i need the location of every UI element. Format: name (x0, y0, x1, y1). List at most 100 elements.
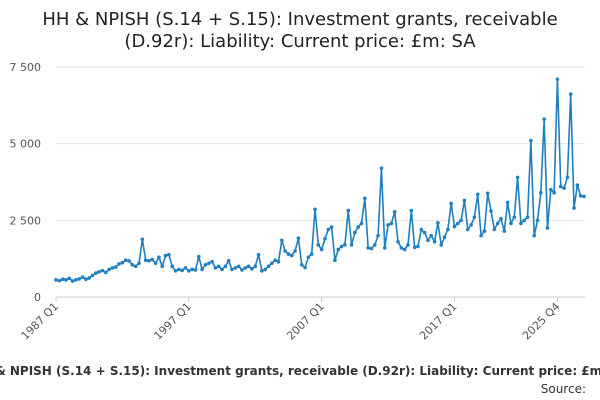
data-point-71 (289, 253, 294, 258)
data-point-13 (97, 270, 101, 274)
data-point-150 (552, 190, 556, 195)
y-tick-label-0: 0 (34, 291, 41, 304)
data-point-7 (77, 277, 82, 281)
data-point-38 (180, 268, 184, 273)
data-point-137 (509, 221, 513, 226)
data-point-6 (74, 278, 78, 282)
y-axis-ticks: 0 2 500 5 000 7 500 (10, 61, 42, 304)
data-point-26 (140, 237, 145, 242)
data-point-118 (446, 227, 450, 232)
data-point-56 (240, 268, 244, 272)
data-point-51 (223, 264, 228, 269)
data-point-93 (363, 196, 367, 201)
data-point-100 (386, 223, 390, 227)
data-point-155 (568, 92, 573, 96)
x-tick-label-3: 2017 Q1 (417, 300, 460, 343)
data-point-29 (150, 257, 155, 262)
data-point-132 (492, 227, 497, 232)
data-point-1 (57, 278, 62, 283)
data-point-101 (389, 221, 394, 226)
data-point-95 (369, 246, 374, 251)
data-point-72 (293, 249, 297, 253)
data-point-78 (313, 207, 317, 212)
data-point-74 (299, 263, 304, 267)
data-point-146 (539, 190, 543, 195)
data-point-121 (456, 221, 460, 226)
data-point-133 (495, 221, 500, 226)
data-point-94 (366, 246, 370, 250)
data-point-42 (193, 268, 198, 272)
data-point-47 (210, 259, 214, 264)
chart-title-line-2: (D.92r): Liability: Current price: £m: S… (124, 31, 476, 52)
data-point-61 (256, 252, 261, 257)
data-point-52 (226, 259, 231, 263)
data-point-49 (216, 264, 221, 269)
x-tick-label-2: 2007 Q1 (284, 300, 327, 343)
data-point-12 (94, 271, 98, 275)
data-point-122 (459, 218, 463, 223)
data-point-131 (489, 209, 493, 213)
data-point-44 (200, 267, 204, 272)
x-tick-label-4: 2025 Q4 (520, 300, 563, 343)
data-point-50 (220, 267, 224, 272)
data-point-80 (319, 247, 324, 252)
data-point-145 (535, 218, 540, 223)
data-point-107 (409, 208, 414, 213)
data-point-92 (359, 221, 364, 226)
data-point-138 (512, 215, 517, 220)
data-point-22 (127, 259, 131, 263)
data-point-17 (110, 266, 115, 270)
data-point-149 (548, 187, 553, 192)
data-point-140 (519, 221, 523, 226)
data-point-81 (323, 236, 327, 241)
data-point-130 (485, 191, 490, 196)
data-point-11 (90, 273, 95, 278)
data-point-98 (379, 166, 384, 170)
data-point-112 (426, 238, 430, 243)
data-point-119 (449, 201, 453, 206)
y-tick-label-2: 5 000 (10, 138, 42, 151)
data-point-111 (422, 230, 427, 235)
data-point-54 (233, 266, 238, 270)
data-point-4 (67, 276, 72, 281)
data-point-39 (183, 266, 188, 270)
legend-label: HH & NPISH (S.14 + S.15): Investment gra… (0, 364, 600, 378)
data-point-124 (465, 227, 470, 232)
chart-title-line-1: HH & NPISH (S.14 + S.15): Investment gra… (42, 9, 557, 30)
data-point-142 (525, 215, 530, 220)
data-point-106 (406, 243, 410, 247)
data-point-126 (472, 215, 477, 220)
data-point-89 (349, 243, 354, 247)
data-point-87 (343, 243, 347, 247)
x-tick-label-0: 1987 Q1 (19, 300, 62, 343)
data-point-66 (273, 258, 277, 263)
data-point-53 (230, 267, 234, 272)
data-point-125 (469, 223, 473, 227)
data-point-73 (296, 236, 301, 240)
data-point-68 (280, 238, 284, 243)
data-point-88 (346, 208, 351, 213)
data-point-91 (356, 225, 360, 229)
data-point-110 (419, 227, 424, 232)
data-point-20 (120, 260, 125, 265)
data-point-63 (263, 267, 268, 272)
data-point-60 (253, 264, 258, 269)
data-point-37 (177, 267, 181, 272)
data-point-154 (565, 175, 570, 180)
data-point-67 (276, 259, 281, 264)
data-point-34 (167, 252, 171, 257)
data-point-148 (545, 226, 550, 230)
data-point-23 (130, 263, 135, 267)
data-point-28 (147, 259, 151, 263)
data-point-77 (309, 252, 314, 256)
data-point-41 (190, 267, 194, 272)
data-point-141 (522, 218, 527, 223)
data-point-59 (250, 266, 254, 271)
x-axis-ticks: 1987 Q1 1997 Q1 2007 Q1 2017 Q1 2025 Q4 (19, 297, 563, 342)
data-point-99 (382, 246, 387, 250)
data-point-84 (333, 258, 337, 263)
data-point-83 (329, 225, 334, 229)
grid-lines (56, 66, 585, 221)
data-point-117 (442, 235, 447, 239)
